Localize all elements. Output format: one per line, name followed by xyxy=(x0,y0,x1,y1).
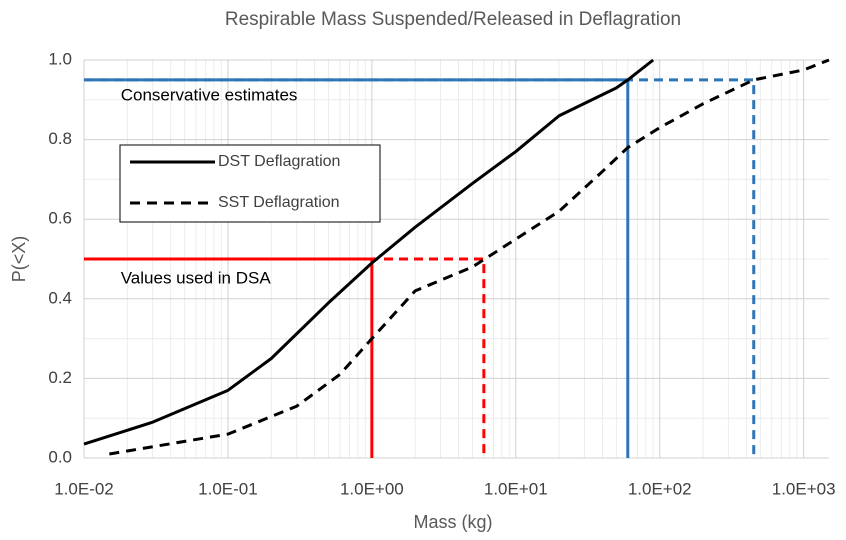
y-tick-label: 0.6 xyxy=(48,209,72,228)
x-tick-label: 1.0E+01 xyxy=(484,479,548,498)
reference-line xyxy=(84,78,756,458)
y-axis-label: P(<X) xyxy=(9,236,29,283)
y-tick-label: 0.4 xyxy=(48,288,72,307)
x-tick-label: 1.0E-01 xyxy=(198,479,258,498)
legend-label: SST Deflagration xyxy=(218,194,340,211)
x-tick-label: 1.0E+00 xyxy=(340,479,404,498)
x-axis-label: Mass (kg) xyxy=(413,512,492,532)
line-series xyxy=(83,58,655,446)
y-tick-label: 1.0 xyxy=(48,49,72,68)
y-tick-label: 0.0 xyxy=(48,447,72,466)
y-tick-label: 0.8 xyxy=(48,129,72,148)
annotation: Values used in DSA xyxy=(121,268,272,287)
x-tick-label: 1.0E+02 xyxy=(628,479,692,498)
x-tick-label: 1.0E-02 xyxy=(54,479,114,498)
y-tick-label: 0.2 xyxy=(48,368,72,387)
x-tick-label: 1.0E+03 xyxy=(772,479,836,498)
legend-label: DST Deflagration xyxy=(218,153,340,170)
reference-line xyxy=(84,257,486,458)
annotation: Conservative estimates xyxy=(121,85,298,104)
legend-box xyxy=(119,144,381,223)
line-series xyxy=(109,58,830,456)
chart-title: Respirable Mass Suspended/Released in De… xyxy=(225,9,681,30)
